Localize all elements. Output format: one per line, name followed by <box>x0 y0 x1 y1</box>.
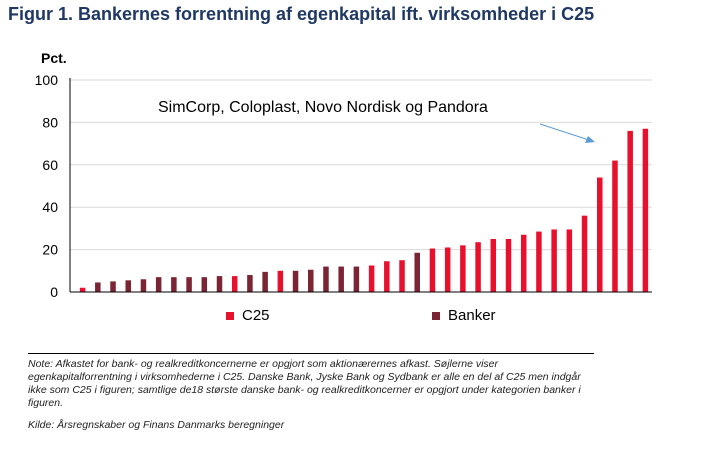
bar-c25 <box>384 261 390 292</box>
y-tick-label-100: 100 <box>35 72 59 88</box>
bar-c25 <box>429 248 436 292</box>
bar-banker <box>247 275 253 292</box>
bar-c25 <box>475 242 481 292</box>
legend-item-banker: Banker <box>432 307 496 324</box>
annotation: SimCorp, Coloplast, Novo Nordisk og Pand… <box>158 99 595 143</box>
legend-label-c25: C25 <box>242 307 270 324</box>
bar-banker <box>292 270 299 292</box>
legend-swatch-c25 <box>226 311 234 320</box>
axes <box>69 78 652 293</box>
bar-c25 <box>231 276 238 292</box>
legend-label-banker: Banker <box>448 307 496 324</box>
bar-c25 <box>597 177 603 292</box>
bar-c25 <box>505 239 512 292</box>
bar-c25 <box>581 215 588 292</box>
bar-banker <box>186 277 192 292</box>
bar-c25 <box>444 247 451 292</box>
bar-c25 <box>460 245 466 292</box>
y-axis-unit-label: Pct. <box>41 50 67 66</box>
y-tick-label-80: 80 <box>42 114 58 130</box>
y-tick-label-40: 40 <box>42 199 58 215</box>
bar-c25 <box>79 287 86 292</box>
annotation-text: SimCorp, Coloplast, Novo Nordisk og Pand… <box>158 99 488 116</box>
y-tick-label-20: 20 <box>42 242 58 258</box>
bar-banker <box>308 269 314 292</box>
bar-c25 <box>520 234 527 292</box>
bar-c25 <box>368 265 375 292</box>
bar-banker <box>414 252 420 292</box>
bar-c25 <box>612 160 618 292</box>
y-tick-label-60: 60 <box>42 157 58 173</box>
bar-c25 <box>399 260 405 292</box>
bar-banker <box>125 280 131 292</box>
bar-c25 <box>277 270 284 292</box>
bar-c25 <box>627 130 633 292</box>
bar-banker <box>140 279 147 292</box>
bar-banker <box>201 277 208 292</box>
bars <box>79 128 649 292</box>
legend-swatch-banker <box>432 311 440 320</box>
bar-banker <box>353 266 360 292</box>
bar-banker <box>95 282 101 292</box>
bar-banker <box>171 277 177 292</box>
bar-c25 <box>490 239 497 292</box>
bar-c25 <box>551 229 557 292</box>
bar-c25 <box>566 229 573 292</box>
bar-c25 <box>536 231 542 292</box>
bar-banker <box>262 271 268 292</box>
chart-title: Figur 1. Bankernes forrentning af egenka… <box>8 4 595 24</box>
bar-banker <box>323 266 329 292</box>
chart-note: Note: Afkastet for bank- og realkreditko… <box>28 358 581 409</box>
bar-banker <box>110 281 116 292</box>
y-tick-label-0: 0 <box>50 284 58 300</box>
annotation-arrow-icon <box>539 123 590 141</box>
note-divider <box>28 353 594 354</box>
bar-banker <box>338 266 344 292</box>
annotation-arrowhead-icon <box>585 136 595 143</box>
y-axis-ticks: 0 20 40 60 80 100 <box>35 72 59 300</box>
bar-c25 <box>642 128 649 292</box>
chart-source: Kilde: Årsregnskaber og Finans Danmarks … <box>28 419 285 431</box>
legend-item-c25: C25 <box>226 307 270 324</box>
bar-banker <box>216 276 223 292</box>
bar-banker <box>155 277 162 292</box>
